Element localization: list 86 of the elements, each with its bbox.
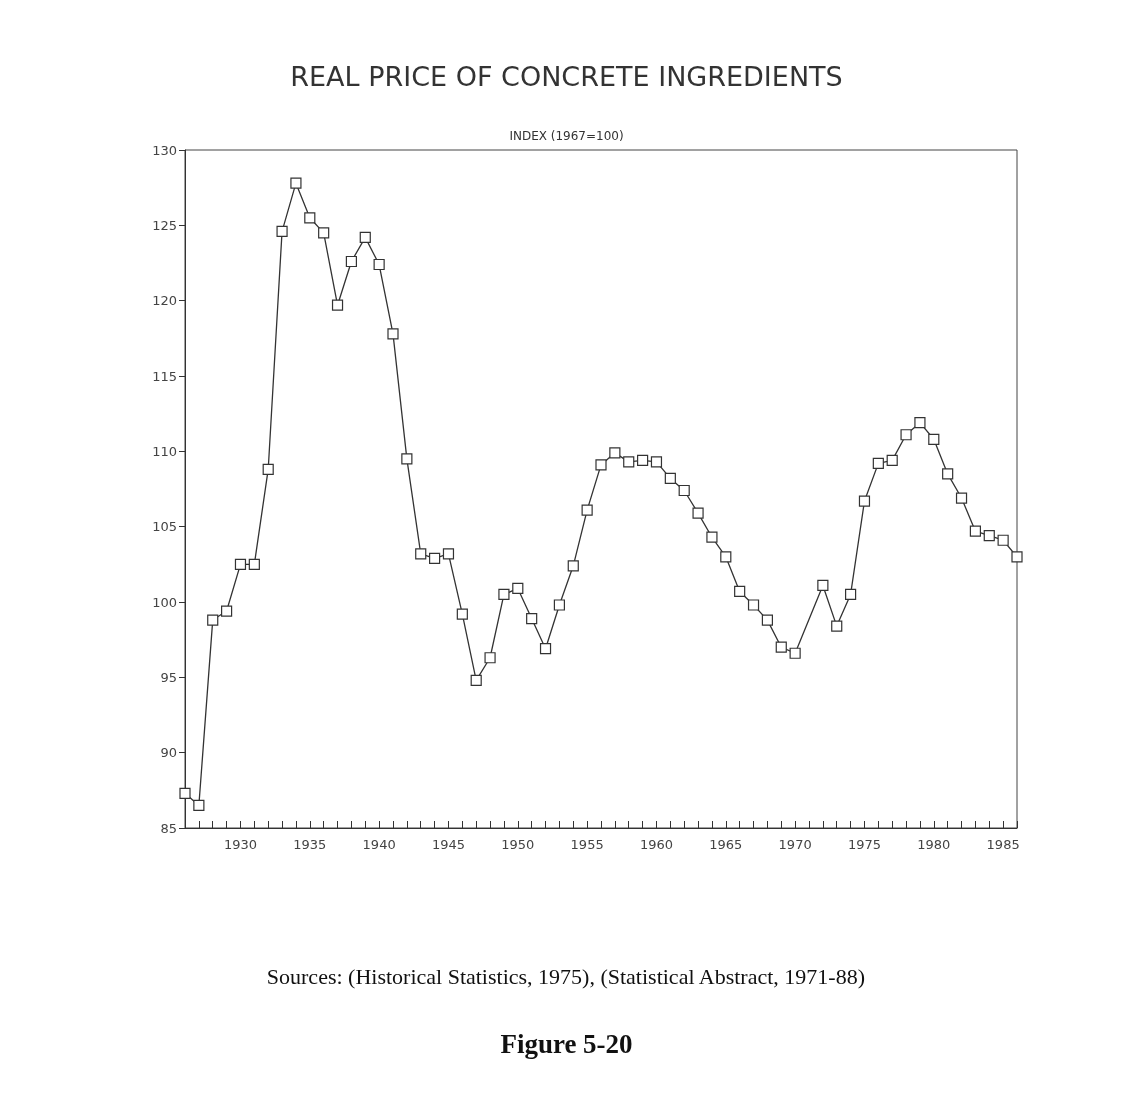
point [858, 495, 871, 507]
point [442, 548, 455, 560]
point [831, 620, 843, 632]
point [470, 674, 482, 686]
point [553, 599, 565, 611]
chart-subtitle: INDEX (1967=100) [509, 129, 624, 143]
y-tick-label: 105 [152, 519, 177, 535]
point [734, 585, 746, 598]
point [234, 558, 247, 570]
point [539, 643, 552, 655]
point [623, 456, 635, 468]
point [401, 453, 413, 465]
point [290, 177, 302, 189]
y-tick-label: 90 [160, 745, 177, 761]
point [872, 457, 884, 469]
x-tick-label: 1955 [570, 837, 604, 852]
source-note: Sources: (Historical Statistics, 1975), (Statistical Abstract, 1971-88) [266, 963, 865, 989]
point [262, 463, 274, 476]
point [969, 525, 981, 537]
point [942, 468, 954, 480]
x-tick-label: 1950 [501, 837, 535, 852]
point [789, 647, 801, 659]
point [609, 447, 621, 459]
point [955, 492, 968, 504]
point [914, 417, 926, 429]
point [845, 588, 857, 601]
point [331, 299, 344, 311]
point [720, 551, 732, 563]
point [373, 258, 385, 271]
y-tick-label: 85 [160, 820, 177, 836]
chart-title: REAL PRICE OF CONCRETE INGREDIENTS [290, 61, 843, 92]
y-tick-label: 115 [152, 368, 177, 384]
y-tick-label: 95 [160, 669, 177, 685]
point [747, 599, 760, 611]
point [345, 255, 357, 268]
point [526, 612, 538, 625]
point [179, 787, 191, 799]
x-tick-label: 1975 [847, 837, 882, 852]
y-tick-label: 130 [152, 142, 177, 158]
point [498, 588, 510, 601]
point [193, 799, 205, 811]
x-tick-label: 1960 [639, 837, 674, 852]
point [1011, 551, 1023, 563]
point [650, 456, 663, 468]
point [415, 548, 427, 560]
point [761, 614, 773, 626]
point [276, 225, 288, 237]
point [678, 484, 690, 497]
x-tick-label: 1965 [709, 837, 743, 852]
point [248, 558, 260, 570]
point [664, 472, 676, 485]
point [304, 212, 316, 224]
point [692, 507, 704, 519]
point [775, 641, 787, 653]
point [567, 560, 579, 572]
x-tick-label: 1980 [917, 837, 951, 852]
point [637, 454, 649, 466]
point [207, 614, 219, 626]
caption: Figure 5-20 [500, 1028, 633, 1059]
point [581, 504, 593, 516]
point [387, 328, 399, 340]
x-tick-label: 1935 [293, 837, 327, 852]
point [484, 652, 496, 664]
point [595, 459, 607, 471]
point [359, 231, 371, 243]
y-tick-label: 100 [152, 594, 177, 610]
point [928, 433, 940, 445]
point [706, 531, 718, 543]
y-tick-label: 125 [152, 217, 177, 233]
point [886, 454, 898, 466]
point [997, 534, 1009, 546]
point [318, 227, 330, 239]
point [983, 530, 995, 542]
point [512, 582, 524, 595]
x-tick-label: 1970 [778, 837, 812, 852]
point [221, 605, 233, 617]
point [817, 579, 829, 592]
y-tick-label: 110 [152, 443, 177, 459]
point [456, 608, 468, 620]
x-tick-label: 1945 [431, 837, 466, 852]
point [900, 429, 912, 441]
x-tick-label: 1985 [986, 837, 1020, 852]
x-tick-label: 1930 [223, 837, 258, 852]
y-tick-label: 120 [152, 293, 177, 309]
x-tick-label: 1940 [362, 837, 396, 852]
point [429, 552, 441, 564]
